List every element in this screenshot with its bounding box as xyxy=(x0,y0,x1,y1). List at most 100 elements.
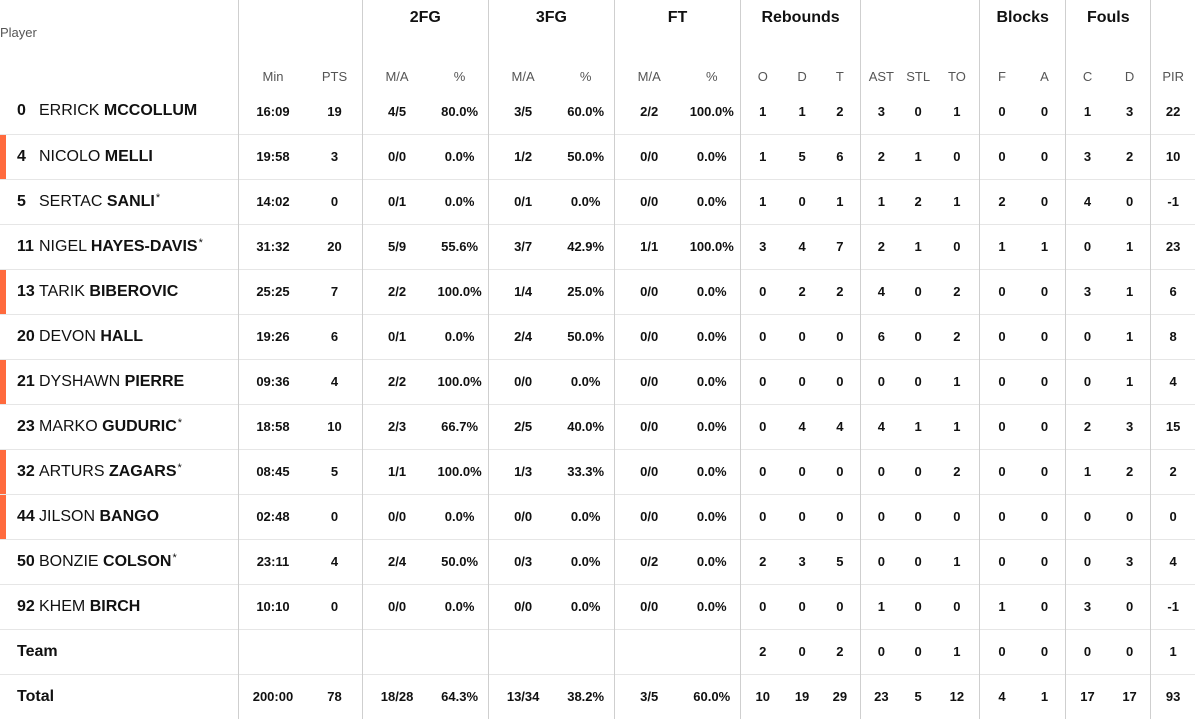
cell-reb-d: 0 xyxy=(784,583,820,629)
cell-fouls-d: 2 xyxy=(1108,448,1152,494)
cell-2fg-ma: 0/0 xyxy=(362,583,432,629)
player-cell[interactable]: 0 ERRICK MCCOLLUM xyxy=(0,89,239,134)
cell-fouls-c: 1 xyxy=(1065,448,1109,494)
cell-blk-f: 1 xyxy=(979,583,1024,629)
player-first-name: TARIK xyxy=(39,282,85,300)
table-body: 0 ERRICK MCCOLLUM 16:09 19 4/5 80.0% 3/5 60.0% 2… xyxy=(0,89,1195,719)
group-header-2fg: 2FG xyxy=(362,0,489,35)
cell-reb-d: 3 xyxy=(784,538,820,584)
col-header-reb-o: O xyxy=(757,69,768,84)
cell-pts: 3 xyxy=(307,133,363,179)
cell-blk-f: 0 xyxy=(998,103,1006,119)
cell-3fg-pct: 50.0% xyxy=(557,133,615,179)
cell-3fg-ma: 1/4 xyxy=(488,268,558,314)
cell-blk-f: 1 xyxy=(979,223,1024,269)
cell-blk-f: 0 xyxy=(979,628,1024,674)
cell-3fg-pct: 0.0% xyxy=(557,538,615,584)
player-cell[interactable]: 44 JILSON BANGO xyxy=(0,493,239,539)
cell-2fg-ma: 0/0 xyxy=(362,493,432,539)
player-cell[interactable]: 32 ARTURS ZAGARS* xyxy=(0,448,239,494)
cell-reb-t: 5 xyxy=(819,538,862,584)
col-header-to: TO xyxy=(934,35,981,89)
cell-reb-d: 4 xyxy=(784,223,820,269)
player-cell[interactable]: 5 SERTAC SANLI* xyxy=(0,178,239,224)
cell-2fg-pct: 0.0% xyxy=(431,313,489,359)
cell-pts: 0 xyxy=(307,493,363,539)
player-cell[interactable]: 4 NICOLO MELLI xyxy=(0,133,239,179)
cell-stl: 0 xyxy=(901,538,935,584)
player-cell[interactable]: 20 DEVON HALL xyxy=(0,313,239,359)
cell-blk-a: 0 xyxy=(1023,448,1067,494)
cell-2fg-ma: 2/2 xyxy=(362,268,432,314)
player-cell[interactable]: 92 KHEM BIRCH xyxy=(0,583,239,629)
cell-stl: 1 xyxy=(901,133,935,179)
cell-reb-d: 1 xyxy=(798,103,806,119)
group-header-ft: FT xyxy=(614,0,742,35)
player-cell[interactable]: 21 DYSHAWN PIERRE xyxy=(0,358,239,404)
cell-reb-o: 1 xyxy=(740,178,785,224)
player-cell[interactable]: 50 BONZIE COLSON* xyxy=(0,538,239,584)
player-cell[interactable]: 13 TARIK BIBEROVIC xyxy=(0,268,239,314)
cell-stl: 1 xyxy=(901,403,935,449)
cell-pts: 5 xyxy=(307,448,363,494)
player-cell[interactable]: 11 NIGEL HAYES-DAVIS* xyxy=(0,223,239,269)
cell-to: 1 xyxy=(934,178,981,224)
cell-blk-f: 0 xyxy=(979,133,1024,179)
cell-fouls-c: 0 xyxy=(1065,493,1109,539)
cell-ft-pct: 0.0% xyxy=(683,178,742,224)
cell-ft-ma: 0/0 xyxy=(614,313,684,359)
cell-reb-t: 0 xyxy=(819,583,862,629)
cell-3fg-ma: 3/7 xyxy=(488,223,558,269)
cell-reb-o: 0 xyxy=(740,313,785,359)
cell-blk-f: 0 xyxy=(979,538,1024,584)
starter-asterisk: * xyxy=(177,461,182,474)
cell-ft-ma: 0/0 xyxy=(614,583,684,629)
cell-reb-d: 4 xyxy=(784,403,820,449)
player-first-name: SERTAC xyxy=(39,192,103,210)
table-row: 11 NIGEL HAYES-DAVIS* 31:32 20 5/9 55.6% 3/7 42… xyxy=(0,223,1195,269)
starter-asterisk: * xyxy=(198,236,203,249)
player-first-name: DYSHAWN xyxy=(39,372,121,390)
player-last-name: BIBEROVIC xyxy=(89,282,179,300)
cell-ast: 0 xyxy=(860,538,902,584)
total-row: Total 200:00 78 18/28 64.3% 13/34 38.2% 3/5 60.0… xyxy=(0,673,1195,719)
player-number: 50 xyxy=(17,552,35,570)
player-first-name: MARKO xyxy=(39,417,98,435)
cell-reb-d: 0 xyxy=(784,313,820,359)
cell-blk-a: 0 xyxy=(1023,89,1067,134)
player-number: 11 xyxy=(17,237,34,255)
cell-2fg-pct: 0.0% xyxy=(431,493,489,539)
player-number: 23 xyxy=(17,417,35,435)
cell-2fg-ma: 5/9 xyxy=(362,223,432,269)
cell-2fg-ma xyxy=(362,628,432,674)
table-row: 5 SERTAC SANLI* 14:02 0 0/1 0.0% 0/1 0.0% 0/0 0.0… xyxy=(0,178,1195,224)
team-row: Team 2 0 2 0 0 1 0 0 0 0 1 xyxy=(0,628,1195,674)
cell-reb-d: 0 xyxy=(784,178,820,224)
cell-pir: 0 xyxy=(1150,493,1195,539)
player-number: 32 xyxy=(17,462,35,480)
cell-fouls-c: 0 xyxy=(1065,358,1109,404)
cell-pts: 78 xyxy=(307,673,363,719)
player-cell[interactable]: 23 MARKO GUDURIC* xyxy=(0,403,239,449)
group-header-blocks: Blocks xyxy=(979,0,1067,35)
cell-fouls-d: 0 xyxy=(1108,493,1152,539)
cell-fouls-d: 1 xyxy=(1108,313,1152,359)
cell-stl: 0 xyxy=(901,493,935,539)
col-header-min: Min xyxy=(262,69,284,84)
cell-pts: 0 xyxy=(307,583,363,629)
cell-pts: 7 xyxy=(307,268,363,314)
cell-pir: 4 xyxy=(1150,358,1195,404)
cell-fouls-d: 3 xyxy=(1108,538,1152,584)
cell-2fg-ma: 2/2 xyxy=(362,358,432,404)
cell-blk-a: 1 xyxy=(1023,223,1067,269)
cell-reb-o: 0 xyxy=(740,268,785,314)
cell-stl: 0 xyxy=(901,313,935,359)
cell-3fg-ma: 0/0 xyxy=(488,583,558,629)
cell-ft-ma: 3/5 xyxy=(614,673,684,719)
col-header-2fg-ma: M/A xyxy=(385,69,409,84)
player-first-name: KHEM xyxy=(39,597,86,615)
table-row: 32 ARTURS ZAGARS* 08:45 5 1/1 100.0% 1/3 33.3% 0… xyxy=(0,448,1195,494)
cell-reb-d: 0 xyxy=(784,493,820,539)
player-last-name: ZAGARS xyxy=(108,462,177,480)
cell-blk-a: 0 xyxy=(1023,313,1067,359)
